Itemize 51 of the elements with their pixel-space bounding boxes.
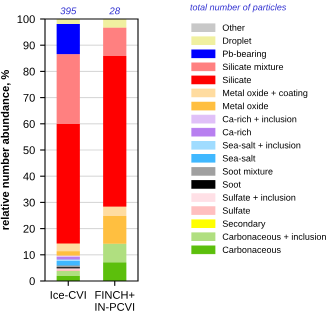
bar bbox=[56, 19, 80, 24]
legend-label: Sea-salt + inclusion bbox=[222, 142, 300, 148]
y-axis-title: relative number abundance, % bbox=[0, 70, 11, 230]
y-tick-label: 100 bbox=[18, 15, 35, 24]
y-tick-label: 70 bbox=[23, 94, 35, 102]
bar bbox=[56, 54, 80, 124]
bar bbox=[56, 124, 80, 244]
bar bbox=[103, 244, 126, 262]
x-tick-label: FINCH+ IN-PCVI bbox=[95, 291, 134, 311]
legend-label: Sulfate + inclusion bbox=[222, 194, 296, 201]
y-tick-label: 40 bbox=[23, 172, 35, 180]
legend-label: Carbonaceous + inclusion bbox=[222, 233, 326, 240]
legend-label: Silicate mixture bbox=[222, 63, 284, 70]
bar bbox=[103, 19, 126, 28]
legend-label: Soot mixture bbox=[222, 168, 273, 175]
legend-label: Silicate bbox=[222, 76, 252, 84]
annotation: 28 bbox=[109, 7, 120, 14]
y-tick-label: 90 bbox=[23, 41, 35, 50]
x-tick-label: Ice-CVI bbox=[50, 291, 86, 299]
bar bbox=[56, 260, 80, 266]
y-tick-label: 60 bbox=[23, 120, 35, 128]
annotation: 395 bbox=[60, 7, 76, 14]
legend-label: Other bbox=[222, 24, 245, 31]
bar bbox=[103, 56, 126, 207]
y-tick-label: 50 bbox=[23, 146, 35, 154]
bar bbox=[56, 244, 80, 252]
bar bbox=[56, 256, 80, 260]
y-tick-label: 10 bbox=[24, 251, 35, 259]
bar bbox=[103, 28, 126, 56]
legend-label: Metal oxide + coating bbox=[223, 90, 308, 98]
bar bbox=[103, 216, 126, 244]
bar bbox=[56, 24, 80, 54]
legend-label: Droplet bbox=[223, 37, 252, 46]
legend-label: Ca-rich + inclusion bbox=[222, 116, 296, 122]
y-tick-label: 20 bbox=[23, 224, 35, 233]
bar bbox=[56, 251, 80, 256]
bar bbox=[56, 271, 80, 276]
bar bbox=[103, 206, 126, 216]
legend-label: Ca-rich bbox=[222, 128, 251, 136]
y-tick-label: 80 bbox=[23, 68, 35, 76]
legend-label: Sea-salt bbox=[222, 154, 256, 162]
legend-label: Secondary bbox=[222, 220, 266, 229]
legend-label: Sulfate bbox=[222, 207, 250, 214]
legend-label: Pb-bearing bbox=[223, 50, 266, 59]
y-tick-label: 0 bbox=[30, 277, 35, 286]
legend-label: Metal oxide bbox=[223, 102, 268, 110]
y-tick-label: 30 bbox=[23, 198, 35, 207]
legend-label: Carbonaceous bbox=[222, 246, 281, 253]
legend-label: Soot bbox=[222, 181, 241, 188]
text: total number of particles bbox=[190, 4, 286, 12]
bar bbox=[103, 262, 126, 281]
